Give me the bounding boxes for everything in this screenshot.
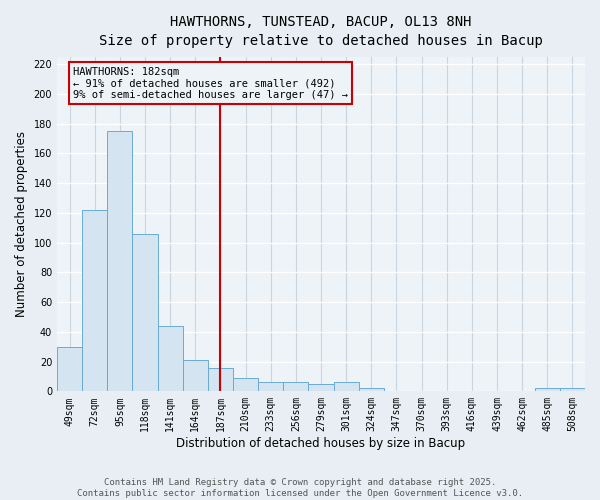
Bar	[133, 234, 158, 392]
Bar	[158, 326, 183, 392]
Bar	[107, 131, 133, 392]
Bar	[560, 388, 585, 392]
Bar	[308, 384, 334, 392]
Bar	[334, 382, 359, 392]
Text: HAWTHORNS: 182sqm
← 91% of detached houses are smaller (492)
9% of semi-detached: HAWTHORNS: 182sqm ← 91% of detached hous…	[73, 66, 348, 100]
Bar	[82, 210, 107, 392]
Y-axis label: Number of detached properties: Number of detached properties	[15, 131, 28, 317]
Bar	[283, 382, 308, 392]
Bar	[233, 378, 258, 392]
Bar	[535, 388, 560, 392]
Bar	[258, 382, 283, 392]
Bar	[359, 388, 384, 392]
Bar	[57, 346, 82, 392]
Bar	[208, 368, 233, 392]
Bar	[183, 360, 208, 392]
X-axis label: Distribution of detached houses by size in Bacup: Distribution of detached houses by size …	[176, 437, 466, 450]
Text: Contains HM Land Registry data © Crown copyright and database right 2025.
Contai: Contains HM Land Registry data © Crown c…	[77, 478, 523, 498]
Title: HAWTHORNS, TUNSTEAD, BACUP, OL13 8NH
Size of property relative to detached house: HAWTHORNS, TUNSTEAD, BACUP, OL13 8NH Siz…	[99, 15, 543, 48]
